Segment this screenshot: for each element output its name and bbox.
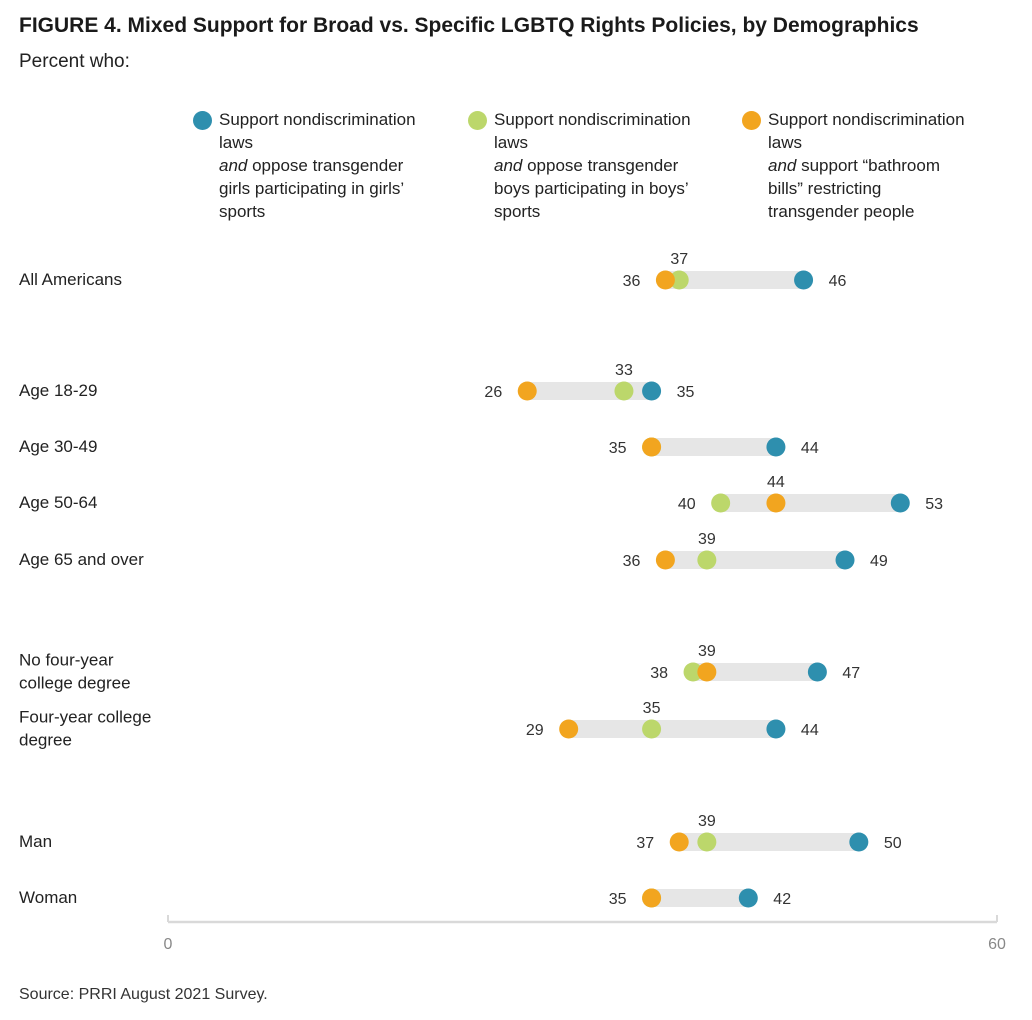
dot-bathroom-bills (642, 437, 662, 457)
value-label-high: 35 (677, 384, 695, 401)
dot-bathroom-bills (669, 832, 689, 852)
dot-bathroom-bills (642, 888, 662, 908)
dot-boys-sports (683, 662, 703, 682)
dot-girls-sports (766, 437, 786, 457)
value-label-low: 40 (678, 496, 696, 513)
dot-boys-sports (614, 381, 634, 401)
dot-girls-sports (890, 493, 910, 513)
value-label-high: 53 (925, 496, 943, 513)
range-bar (651, 438, 776, 456)
source-note: Source: PRRI August 2021 Survey. (19, 986, 268, 1003)
dot-bathroom-bills (697, 662, 717, 682)
value-label-mid: 33 (615, 362, 633, 379)
legend-swatch (468, 111, 487, 130)
value-label-high: 42 (773, 891, 791, 908)
range-bar (720, 494, 901, 512)
value-label-mid: 39 (698, 531, 716, 548)
value-label-high: 46 (829, 273, 847, 290)
value-label-low: 36 (623, 553, 641, 570)
dot-boys-sports (642, 719, 662, 739)
legend-label: Support nondiscrimination laws and suppor… (768, 110, 965, 221)
dot-girls-sports (642, 381, 662, 401)
dot-boys-sports (697, 550, 717, 570)
value-label-high: 50 (884, 835, 902, 852)
range-bar (651, 889, 749, 907)
dot-bathroom-bills (766, 493, 786, 513)
dot-bathroom-bills (517, 381, 537, 401)
legend-label: Support nondiscrimination laws and oppose… (219, 110, 416, 221)
dot-boys-sports (669, 270, 689, 290)
row-label: Woman (19, 888, 77, 907)
legend-label: Support nondiscrimination laws and oppose… (494, 110, 691, 221)
range-bar (665, 551, 846, 569)
legend-swatch (193, 111, 212, 130)
value-label-low: 35 (609, 440, 627, 457)
range-bar (568, 720, 776, 738)
value-label-mid: 44 (767, 474, 785, 491)
dot-girls-sports (835, 550, 855, 570)
figure-title: FIGURE 4. Mixed Support for Broad vs. Sp… (19, 14, 919, 37)
row-label: Age 50-64 (19, 493, 97, 512)
row-label: Four-year college degree (19, 708, 151, 750)
row-label: Age 30-49 (19, 437, 97, 456)
value-label-high: 49 (870, 553, 888, 570)
legend-swatch (742, 111, 761, 130)
row-label: Age 18-29 (19, 381, 97, 400)
x-tick-label: 60 (988, 936, 1006, 953)
value-label-high: 47 (842, 665, 860, 682)
dot-girls-sports (766, 719, 786, 739)
dot-boys-sports (711, 493, 731, 513)
row-label: Age 65 and over (19, 550, 144, 569)
dot-boys-sports (697, 832, 717, 852)
value-label-mid: 35 (643, 700, 661, 717)
row-label: No four-year college degree (19, 651, 131, 693)
value-label-mid: 37 (670, 251, 688, 268)
range-bar (693, 663, 818, 681)
x-tick-label: 0 (164, 936, 173, 953)
value-label-mid: 39 (698, 643, 716, 660)
dot-girls-sports (738, 888, 758, 908)
dot-bathroom-bills (655, 550, 675, 570)
value-label-low: 26 (484, 384, 502, 401)
row-label: Man (19, 832, 52, 851)
range-bar (679, 833, 859, 851)
value-label-high: 44 (801, 722, 819, 739)
value-label-mid: 39 (698, 813, 716, 830)
dot-girls-sports (807, 662, 827, 682)
dot-girls-sports (794, 270, 814, 290)
value-label-low: 29 (526, 722, 544, 739)
range-bar (665, 271, 804, 289)
row-label: All Americans (19, 270, 122, 289)
value-label-low: 36 (623, 273, 641, 290)
figure-subtitle: Percent who: (19, 51, 130, 72)
dot-girls-sports (849, 832, 869, 852)
dot-bathroom-bills (559, 719, 579, 739)
value-label-low: 38 (650, 665, 668, 682)
value-label-low: 37 (636, 835, 654, 852)
dot-bathroom-bills (655, 270, 675, 290)
value-label-high: 44 (801, 440, 819, 457)
value-label-low: 35 (609, 891, 627, 908)
